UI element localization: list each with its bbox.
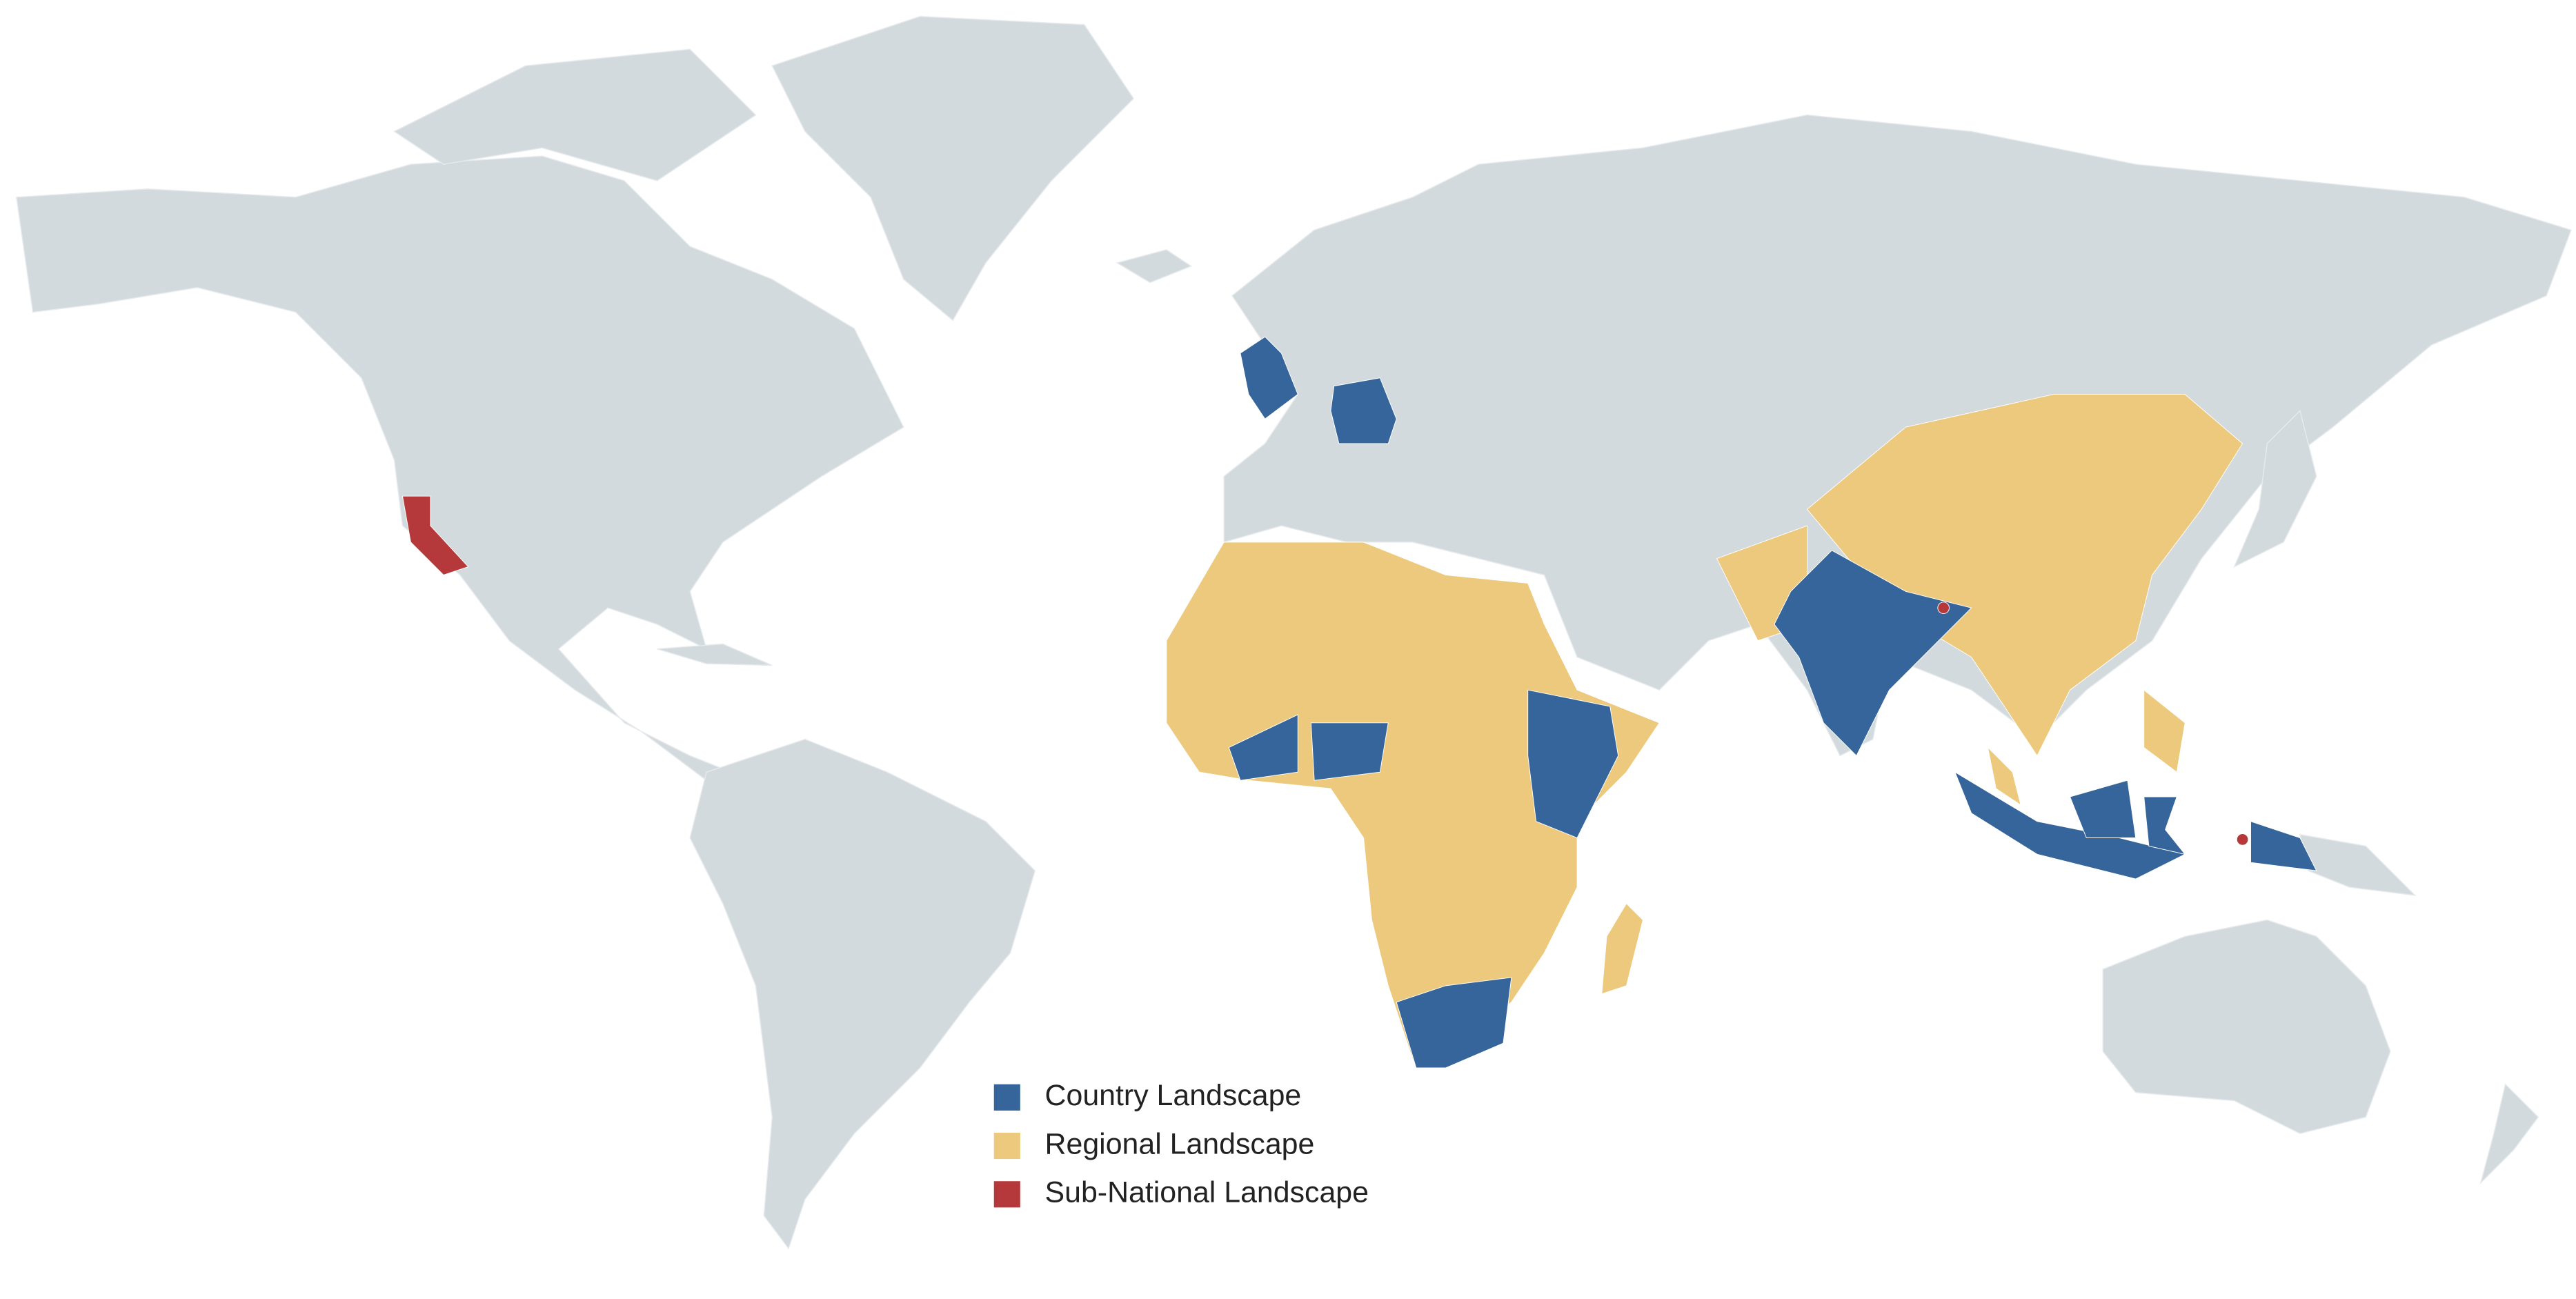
- west-africa-country: [1228, 714, 1298, 781]
- philippines-regional: [2143, 689, 2186, 773]
- legend-label: Country Landscape: [1045, 1079, 1302, 1112]
- madagascar-regional: [1601, 903, 1643, 995]
- legend: Country Landscape Regional Landscape Sub-N…: [993, 1079, 1369, 1209]
- subnational-dot: [2236, 833, 2249, 846]
- arctic-islands: [393, 48, 757, 181]
- california-subnational: [402, 495, 469, 576]
- subnational-dot: [1937, 602, 1950, 614]
- east-africa-country: [1527, 689, 1619, 839]
- new-guinea-east: [2299, 833, 2417, 896]
- germany-country: [1330, 377, 1397, 444]
- new-zealand: [2479, 1083, 2539, 1185]
- australia: [2102, 919, 2391, 1134]
- greenland: [771, 16, 1135, 321]
- legend-swatch: [993, 1132, 1020, 1160]
- malaysia-regional: [1987, 746, 2021, 806]
- nigeria-country: [1310, 722, 1389, 781]
- cuba: [657, 643, 773, 666]
- north-america: [15, 155, 904, 781]
- japan: [2233, 409, 2317, 568]
- borneo-country: [2069, 780, 2137, 839]
- south-america: [689, 738, 1036, 1250]
- sumatra-java-country: [1954, 771, 2186, 880]
- legend-label: Sub-National Landscape: [1045, 1176, 1369, 1209]
- south-africa-country: [1396, 977, 1512, 1069]
- legend-swatch: [993, 1181, 1020, 1208]
- legend-label: Regional Landscape: [1045, 1127, 1315, 1160]
- legend-swatch: [993, 1084, 1020, 1111]
- iceland: [1116, 249, 1193, 284]
- papua-country: [2250, 821, 2317, 871]
- east-asia-regional: [1806, 394, 2243, 757]
- india-country: [1774, 550, 1972, 757]
- sulawesi-country: [2143, 796, 2186, 855]
- uk-country: [1240, 336, 1298, 419]
- landscape-regions: [402, 336, 2317, 1069]
